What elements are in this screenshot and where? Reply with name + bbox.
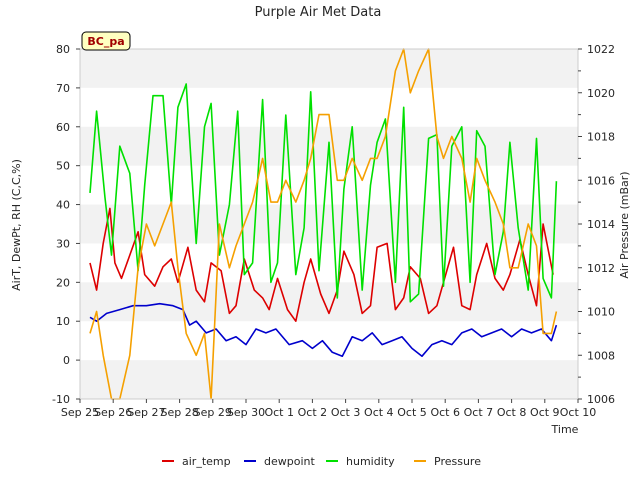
left-tick-label: 10 — [56, 315, 70, 328]
left-tick-label: -10 — [52, 393, 70, 406]
left-tick-label: 0 — [63, 354, 70, 367]
grid-band — [80, 282, 578, 322]
right-axis-title: Air Pressure (mBar) — [618, 171, 631, 278]
x-tick-label: Oct 4 — [364, 406, 394, 419]
right-tick-label: 1006 — [587, 393, 615, 406]
legend: air_temp dewpoint humidity Pressure — [162, 455, 481, 468]
x-axis-title: Time — [551, 423, 579, 436]
right-tick-label: 1012 — [587, 262, 615, 275]
right-tick-label: 1022 — [587, 43, 615, 56]
site-badge-label: BC_pa — [87, 35, 124, 48]
right-axis: 1006 1008 1010 1012 1014 1016 1018 1020 1022 — [578, 43, 615, 406]
site-badge: BC_pa — [81, 31, 131, 51]
series-line-dewpoint — [89, 302, 558, 357]
grid-bands — [80, 49, 578, 399]
series-line-air-temp — [89, 207, 554, 322]
right-tick-label: 1020 — [587, 87, 615, 100]
right-tick-label: 1014 — [587, 218, 615, 231]
left-tick-label: 50 — [56, 160, 70, 173]
x-tick-label: Oct 10 — [560, 406, 597, 419]
left-tick-label: 60 — [56, 121, 70, 134]
legend-item: Pressure — [414, 455, 481, 468]
left-axis-title: AirT, DewPt, RH (C,C,%) — [10, 159, 23, 291]
grid-band — [80, 360, 578, 399]
grid-band — [80, 49, 578, 88]
left-tick-label: 80 — [56, 43, 70, 56]
right-tick-label: 1010 — [587, 306, 615, 319]
legend-label: dewpoint — [264, 455, 315, 468]
left-tick-label: 40 — [56, 199, 70, 212]
x-tick-label: Oct 1 — [264, 406, 294, 419]
left-tick-label: 30 — [56, 237, 70, 250]
legend-label: Pressure — [434, 455, 481, 468]
x-tick-label: Oct 3 — [331, 406, 361, 419]
x-tick-label: Sep 29 — [194, 406, 232, 419]
right-tick-label: 1008 — [587, 349, 615, 362]
chart-title: Purple Air Met Data — [255, 5, 382, 20]
x-tick-label: Oct 9 — [530, 406, 560, 419]
x-tick-label: Sep 26 — [94, 406, 132, 419]
x-tick-label: Oct 2 — [298, 406, 328, 419]
legend-item: humidity — [326, 455, 395, 468]
x-tick-label: Oct 8 — [497, 406, 527, 419]
x-tick-label: Sep 30 — [227, 406, 265, 419]
series-line-pressure — [89, 48, 558, 400]
left-axis: -10 0 10 20 30 40 50 60 70 80 — [52, 43, 80, 406]
x-tick-label: Oct 7 — [464, 406, 494, 419]
legend-label: air_temp — [182, 455, 231, 468]
legend-label: humidity — [346, 455, 395, 468]
series-layer — [89, 48, 558, 400]
x-tick-label: Sep 25 — [61, 406, 99, 419]
x-tick-label: Oct 5 — [397, 406, 427, 419]
legend-item: dewpoint — [244, 455, 315, 468]
x-tick-label: Sep 27 — [127, 406, 165, 419]
left-tick-label: 20 — [56, 276, 70, 289]
series-line-humidity — [89, 83, 558, 303]
site-badge-box — [81, 31, 131, 51]
left-tick-label: 70 — [56, 82, 70, 95]
x-tick-label: Sep 28 — [160, 406, 198, 419]
legend-item: air_temp — [162, 455, 231, 468]
right-tick-label: 1018 — [587, 131, 615, 144]
x-tick-label: Oct 6 — [430, 406, 460, 419]
right-tick-label: 1016 — [587, 174, 615, 187]
